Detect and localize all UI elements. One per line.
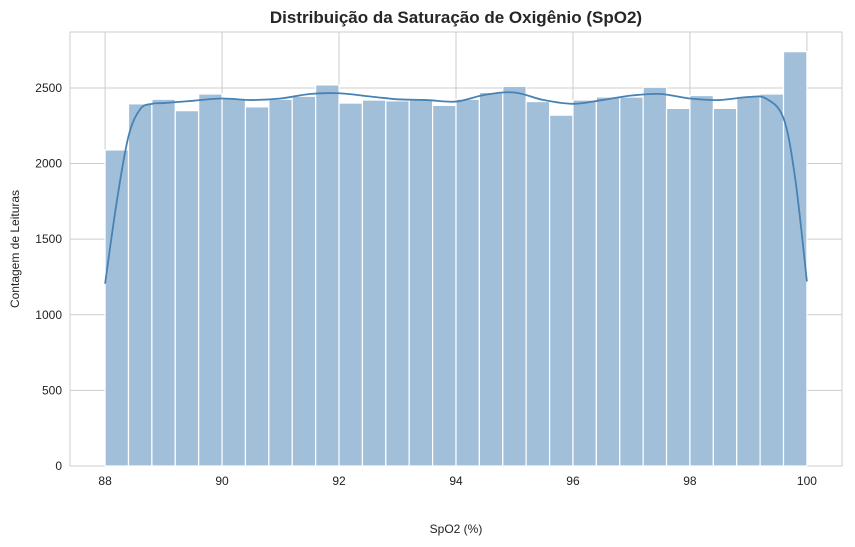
x-tick-label: 94: [449, 474, 463, 488]
histogram-bar: [689, 94, 714, 467]
histogram-bar: [408, 99, 434, 467]
histogram-bar: [291, 95, 317, 467]
y-tick-label: 1000: [35, 308, 62, 322]
kde-curve: [104, 91, 808, 284]
y-tick-label: 1500: [35, 232, 62, 246]
histogram-bar: [385, 100, 410, 467]
histogram-bar: [502, 85, 527, 467]
y-tick-label: 500: [42, 383, 62, 397]
y-axis-label: Contagem de Leituras: [8, 190, 22, 308]
histogram-bars: [104, 51, 808, 467]
histogram-bar: [782, 51, 808, 467]
histogram-bar: [221, 97, 247, 467]
histogram-bar: [525, 100, 551, 467]
histogram-bar: [759, 93, 785, 467]
histogram-bar: [572, 99, 597, 467]
histogram-bar: [665, 107, 691, 467]
x-tick-label: 88: [98, 474, 112, 488]
histogram-bar: [478, 91, 504, 467]
histogram-bar: [315, 84, 340, 467]
x-tick-label: 100: [797, 474, 817, 488]
kde-line: [104, 91, 808, 284]
histogram-bar: [736, 95, 761, 467]
histogram-bar: [244, 106, 270, 467]
histogram-bar: [151, 98, 176, 467]
histogram-bar: [712, 107, 738, 467]
histogram-bar: [595, 96, 621, 467]
histogram-bar: [174, 110, 200, 467]
histogram-bar: [127, 103, 153, 467]
histogram-bar: [361, 99, 387, 467]
chart-title: Distribuição da Saturação de Oxigênio (S…: [270, 8, 642, 27]
histogram-bar: [548, 114, 574, 467]
histogram-bar: [198, 93, 223, 467]
y-tick-label: 2500: [35, 81, 62, 95]
histogram-bar: [338, 102, 364, 467]
y-tick-label: 0: [55, 459, 62, 473]
x-tick-label: 92: [332, 474, 346, 488]
histogram-bar: [619, 96, 644, 467]
x-tick-label: 98: [683, 474, 697, 488]
histogram-bar: [455, 98, 480, 467]
histogram-bar: [642, 86, 668, 467]
histogram-bar: [432, 104, 457, 467]
x-axis-label: SpO2 (%): [430, 522, 483, 536]
x-tick-label: 90: [215, 474, 229, 488]
histogram-bar: [268, 98, 293, 467]
x-tick-label: 96: [566, 474, 580, 488]
y-tick-label: 2000: [35, 157, 62, 171]
